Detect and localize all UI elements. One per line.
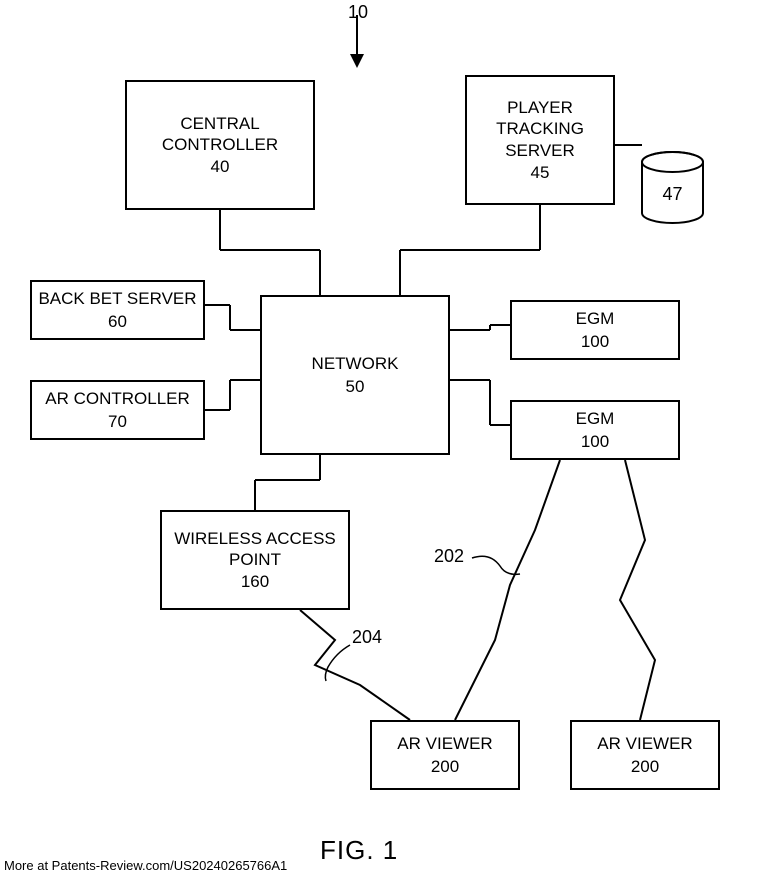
egm-box-1: EGM 100: [510, 300, 680, 360]
central-controller-title: CENTRAL CONTROLLER: [162, 113, 278, 156]
wireless-access-point-box: WIRELESS ACCESS POINT 160: [160, 510, 350, 610]
wireless-ref-202: 202: [434, 546, 464, 567]
egm-box-2: EGM 100: [510, 400, 680, 460]
footer-text: More at Patents-Review.com/US20240265766…: [4, 858, 287, 873]
ar-viewer2-title: AR VIEWER: [597, 733, 692, 754]
wap-num: 160: [241, 572, 269, 592]
egm1-title: EGM: [576, 308, 615, 329]
back-bet-server-box: BACK BET SERVER 60: [30, 280, 205, 340]
system-ref-label: 10: [348, 2, 368, 23]
central-controller-num: 40: [211, 157, 230, 177]
player-tracking-server-box: PLAYER TRACKING SERVER 45: [465, 75, 615, 205]
network-title: NETWORK: [312, 353, 399, 374]
ar-viewer2-num: 200: [631, 757, 659, 777]
central-controller-box: CENTRAL CONTROLLER 40: [125, 80, 315, 210]
ar-viewer-box-1: AR VIEWER 200: [370, 720, 520, 790]
network-num: 50: [346, 377, 365, 397]
ar-controller-title: AR CONTROLLER: [45, 388, 190, 409]
ar-viewer1-title: AR VIEWER: [397, 733, 492, 754]
ar-controller-box: AR CONTROLLER 70: [30, 380, 205, 440]
wap-title: WIRELESS ACCESS POINT: [174, 528, 336, 571]
leader-202: [472, 556, 520, 574]
figure-label: FIG. 1: [320, 835, 398, 866]
egm2-num: 100: [581, 432, 609, 452]
ar-controller-num: 70: [108, 412, 127, 432]
database-cylinder: 47: [640, 150, 705, 250]
egm1-num: 100: [581, 332, 609, 352]
player-tracking-title: PLAYER TRACKING SERVER: [496, 97, 584, 161]
wireless-ref-204: 204: [352, 627, 382, 648]
network-box: NETWORK 50: [260, 295, 450, 455]
database-num: 47: [640, 184, 705, 205]
back-bet-title: BACK BET SERVER: [38, 288, 196, 309]
ar-viewer-box-2: AR VIEWER 200: [570, 720, 720, 790]
egm2-title: EGM: [576, 408, 615, 429]
leader-204: [325, 645, 350, 681]
wireless-zigzags: [300, 460, 655, 720]
back-bet-num: 60: [108, 312, 127, 332]
player-tracking-num: 45: [531, 163, 550, 183]
ar-viewer1-num: 200: [431, 757, 459, 777]
